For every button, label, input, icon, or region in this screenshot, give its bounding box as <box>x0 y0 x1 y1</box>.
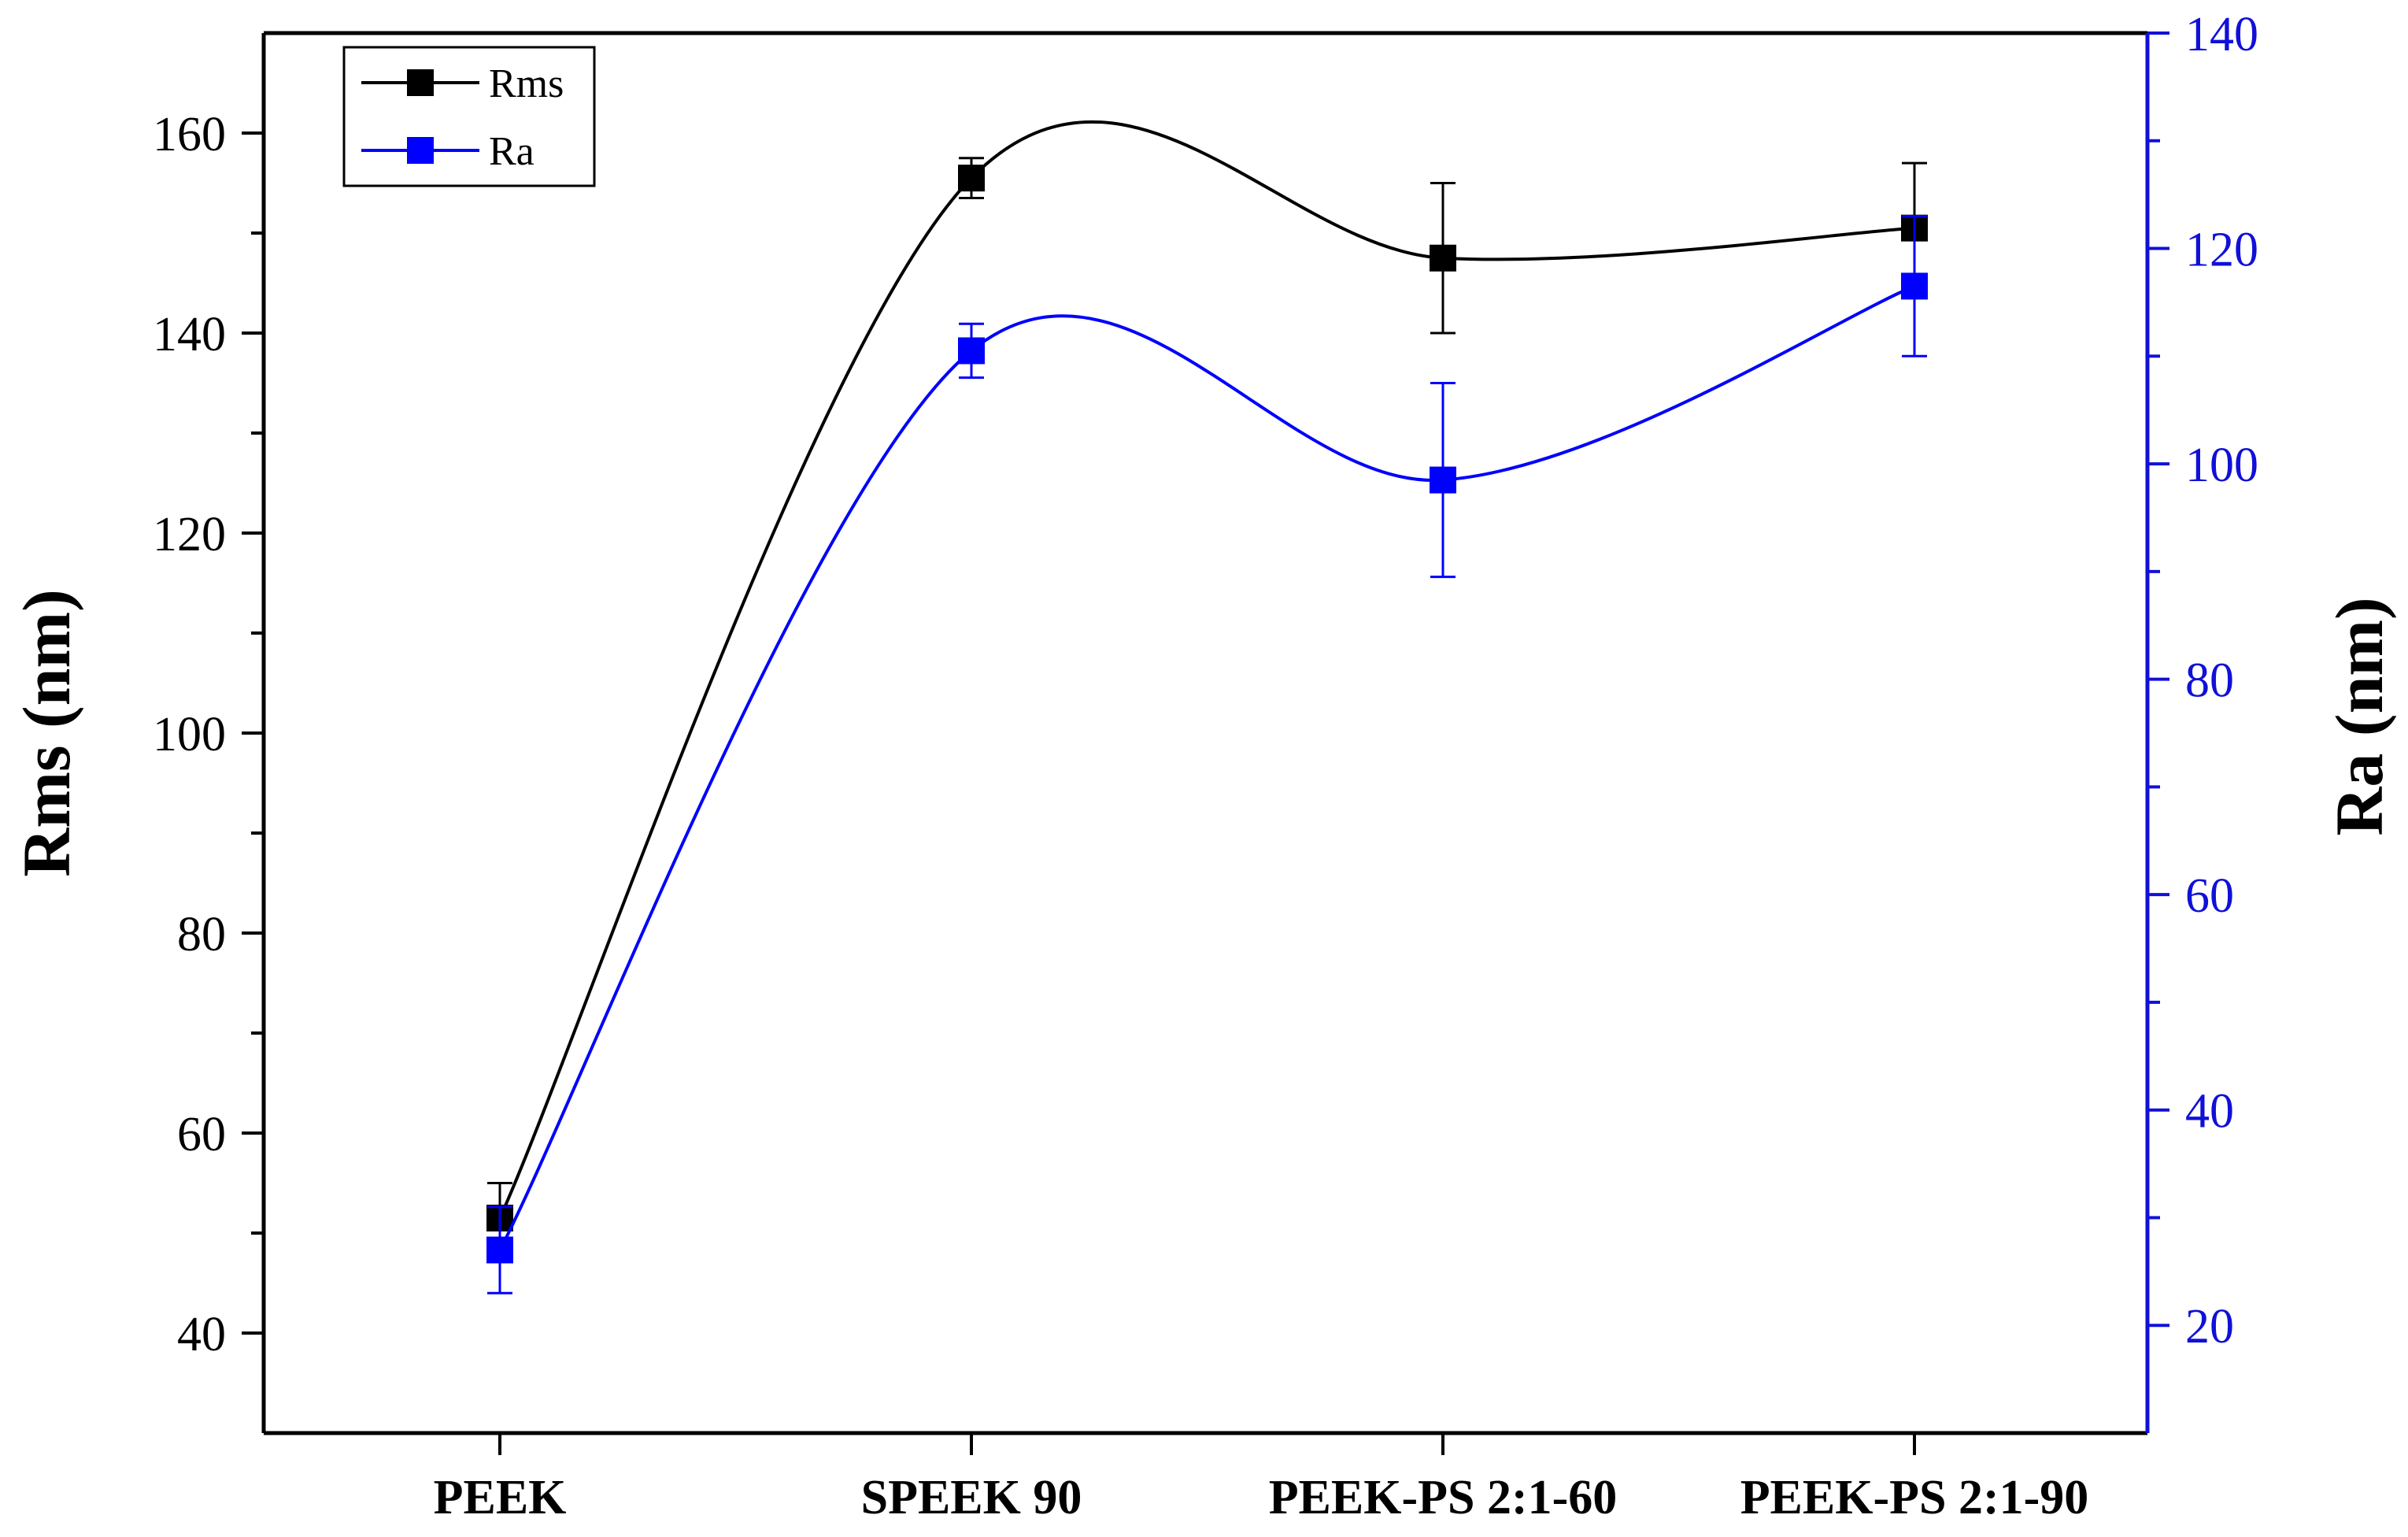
left-tick-label: 160 <box>153 108 226 161</box>
right-tick-label: 60 <box>2185 869 2234 923</box>
x-category-label: PEEK-PS 2:1-60 <box>1269 1471 1618 1524</box>
right-tick-label: 80 <box>2185 654 2234 708</box>
ra-point <box>1901 272 1928 300</box>
ra-legend-marker <box>407 137 434 164</box>
rms-legend-marker <box>407 69 434 96</box>
right-tick-label: 40 <box>2185 1085 2234 1139</box>
left-tick-label: 100 <box>153 708 226 761</box>
left-tick-label: 60 <box>177 1108 226 1161</box>
ra-point <box>958 337 985 365</box>
right-axis-title: Ra (nm) <box>2321 597 2397 835</box>
left-axis-title: Rms (nm) <box>9 589 84 876</box>
rms-point <box>1430 244 1456 272</box>
right-tick-label: 100 <box>2185 439 2258 492</box>
rms-legend-label: Rms <box>489 61 564 106</box>
legend-box <box>342 46 596 187</box>
rms-series-line <box>498 120 1915 1219</box>
legend: Rms Ra <box>342 46 596 187</box>
ra-point <box>1430 466 1456 494</box>
ra-point <box>486 1236 513 1264</box>
x-category-label: PEEK <box>434 1471 567 1524</box>
left-tick-label: 140 <box>153 308 226 361</box>
x-category-label: SPEEK 90 <box>861 1471 1082 1524</box>
x-category-label: PEEK-PS 2:1-90 <box>1740 1471 2089 1524</box>
left-tick-label: 80 <box>177 908 226 961</box>
right-tick-label: 120 <box>2185 224 2258 277</box>
axes <box>242 31 2169 1455</box>
ra-series-line <box>498 284 1915 1251</box>
rms-point <box>958 165 985 192</box>
ra-legend-label: Ra <box>489 129 534 174</box>
plot-area <box>486 120 1928 1294</box>
right-tick-label: 20 <box>2185 1300 2234 1354</box>
left-tick-label: 40 <box>177 1308 226 1361</box>
axis-labels: 40 60 80 100 120 140 160 20 40 60 80 100 120 140 PEEK S… <box>9 8 2397 1524</box>
right-tick-label: 140 <box>2185 8 2258 61</box>
left-tick-label: 120 <box>153 508 226 561</box>
